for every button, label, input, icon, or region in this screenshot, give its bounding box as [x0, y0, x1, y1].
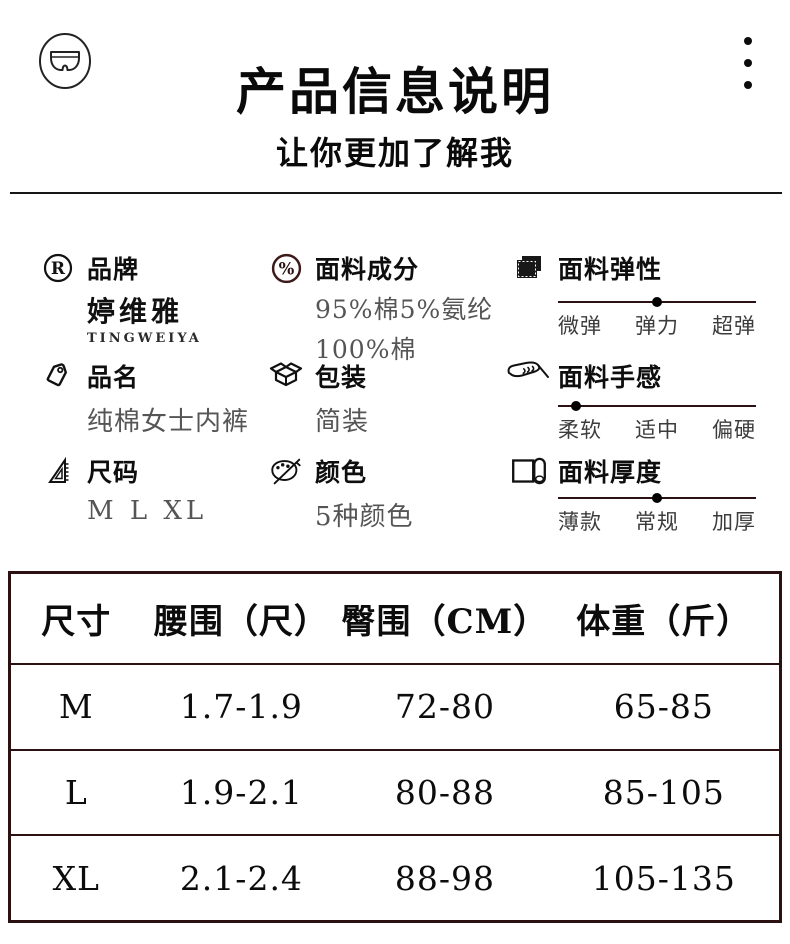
spec-elasticity: 面料弹性 微弹 弹力 超弹 — [505, 250, 756, 340]
thickness-slider: 薄款 常规 加厚 — [558, 493, 756, 536]
color-value: 5种颜色 — [315, 502, 414, 532]
page-subtitle: 让你更加了解我 — [275, 134, 514, 172]
cell-hip: 72-80 — [394, 687, 495, 727]
elasticity-slider-dot — [652, 297, 662, 307]
color-label: 颜色 — [315, 458, 368, 487]
thickness-option: 薄款 — [558, 510, 602, 534]
feel-label: 面料手感 — [558, 363, 663, 392]
spec-composition: % 面料成分 95%棉5%氨纶 100%棉 — [268, 250, 493, 366]
brand-latin: TINGWEIYA — [87, 331, 202, 346]
spec-packaging: 包装 简装 — [268, 358, 369, 438]
fabric-swatch-icon — [505, 251, 552, 285]
spec-product-name: 品名 纯棉女士内裤 — [40, 358, 249, 438]
size-table-header-row: 尺寸 腰围（尺） 臀围（CM） 体重（斤） — [11, 574, 779, 663]
tag-icon — [40, 358, 76, 394]
elasticity-option: 弹力 — [635, 314, 679, 338]
column-header: 尺寸 — [41, 602, 112, 642]
feel-option: 柔软 — [558, 418, 602, 442]
svg-text:R: R — [51, 259, 66, 279]
cell-size: XL — [52, 858, 100, 898]
elasticity-label: 面料弹性 — [558, 255, 663, 284]
fabric-roll-icon — [505, 453, 552, 489]
elasticity-option: 超弹 — [712, 314, 756, 338]
size-table: 尺寸 腰围（尺） 臀围（CM） 体重（斤） M 1.7-1.9 72-80 65… — [8, 571, 782, 923]
spec-brand: R 品牌 婷维雅 TINGWEIYA — [40, 250, 202, 346]
feel-option: 偏硬 — [712, 418, 756, 442]
column-header: 腰围（尺） — [153, 602, 329, 642]
feel-option: 适中 — [635, 418, 679, 442]
table-row-xl: XL 2.1-2.4 88-98 105-135 — [11, 834, 779, 920]
size-label: 尺码 — [87, 458, 140, 487]
cell-waist: 1.9-2.1 — [179, 773, 303, 812]
cell-size: L — [64, 773, 88, 812]
spec-feel: 面料手感 柔软 适中 偏硬 — [505, 358, 756, 444]
thickness-option: 常规 — [635, 510, 679, 534]
packaging-value: 简装 — [315, 407, 370, 437]
spec-color: 颜色 5种颜色 — [268, 453, 414, 533]
table-row-l: L 1.9-2.1 80-88 85-105 — [11, 748, 779, 835]
box-icon — [268, 358, 304, 394]
table-row-m: M 1.7-1.9 72-80 65-85 — [11, 663, 779, 749]
product-name-value: 纯棉女士内裤 — [87, 407, 250, 437]
cell-waist: 2.1-2.4 — [179, 858, 303, 898]
thickness-slider-dot — [652, 493, 662, 503]
cell-weight: 105-135 — [591, 858, 736, 898]
packaging-label: 包装 — [315, 363, 368, 392]
percent-icon: % — [268, 252, 304, 285]
elasticity-option: 微弹 — [558, 314, 602, 338]
composition-line2: 100%棉 — [315, 335, 417, 364]
cell-size: M — [58, 687, 94, 727]
feel-slider-dot — [570, 401, 581, 411]
cell-waist: 1.7-1.9 — [179, 687, 303, 727]
thickness-option: 加厚 — [712, 510, 756, 534]
brand-value: 婷维雅 — [87, 295, 184, 328]
kebab-menu-icon[interactable] — [744, 37, 752, 89]
composition-line1: 95%棉5%氨纶 — [315, 295, 494, 324]
svg-text:%: % — [278, 259, 294, 278]
feel-slider: 柔软 适中 偏硬 — [558, 401, 756, 444]
cell-hip: 88-98 — [394, 858, 495, 898]
page-title: 产品信息说明 — [236, 62, 554, 121]
palette-icon — [268, 453, 304, 489]
cell-weight: 65-85 — [613, 687, 714, 727]
cell-weight: 85-105 — [602, 773, 725, 812]
composition-label: 面料成分 — [315, 255, 420, 284]
underwear-logo-icon — [36, 30, 94, 92]
header-divider — [10, 192, 782, 194]
spec-size: 尺码 M L XL — [40, 453, 207, 526]
ruler-icon — [40, 454, 76, 488]
hand-touch-icon — [505, 356, 552, 396]
spec-thickness: 面料厚度 薄款 常规 加厚 — [505, 453, 756, 536]
column-header: 体重（斤） — [576, 602, 752, 642]
column-header: 臀围（CM） — [341, 602, 549, 642]
thickness-label: 面料厚度 — [558, 458, 663, 487]
cell-hip: 80-88 — [394, 773, 495, 812]
product-name-label: 品名 — [87, 363, 140, 392]
elasticity-slider: 微弹 弹力 超弹 — [558, 297, 756, 340]
registered-trademark-icon: R — [40, 252, 76, 284]
brand-label: 品牌 — [87, 255, 140, 284]
size-value: M L XL — [87, 496, 208, 526]
